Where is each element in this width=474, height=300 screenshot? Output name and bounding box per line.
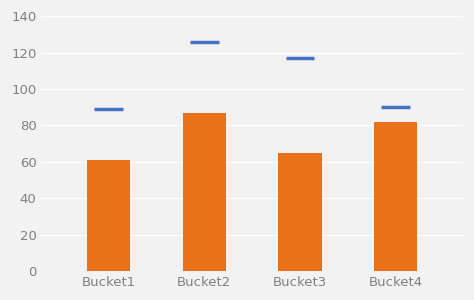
Bar — [182, 112, 226, 271]
Bar — [278, 153, 321, 271]
Bar — [87, 160, 130, 271]
Bar — [374, 122, 418, 271]
